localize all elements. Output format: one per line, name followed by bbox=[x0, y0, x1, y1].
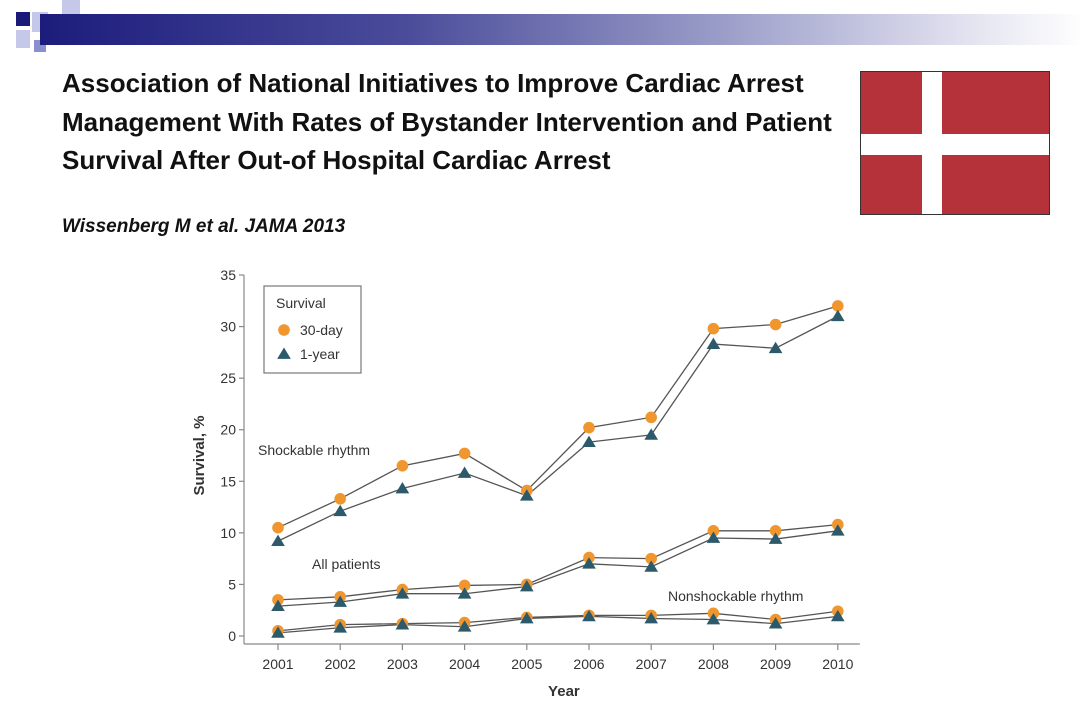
chart-axes: 0 5 10 15 20 25 30 35 2001 2002 2003 2004 2005 2006 20… bbox=[191, 267, 860, 700]
chart-labels: Shockable rhythm All patients Nonshockable… bbox=[258, 442, 803, 604]
point-1-year bbox=[582, 609, 596, 622]
point-1-year bbox=[395, 618, 410, 630]
series-line-1-0 bbox=[277, 523, 838, 601]
flag-graphic bbox=[861, 72, 1049, 214]
decor-square-lilac bbox=[16, 30, 30, 48]
point-30-day bbox=[707, 322, 720, 335]
point-1-year bbox=[830, 524, 845, 536]
x-tick-label: 2002 bbox=[325, 656, 356, 672]
slide-title: Association of National Initiatives to I… bbox=[62, 68, 832, 175]
x-tick-label: 2006 bbox=[573, 656, 604, 672]
legend-marker-circle bbox=[278, 324, 290, 336]
point-30-day bbox=[396, 460, 409, 472]
y-tick-label: 15 bbox=[220, 473, 236, 489]
point-30-day bbox=[458, 447, 471, 460]
point-1-year bbox=[519, 579, 534, 592]
slide-citation: Wissenberg M et al. JAMA 2013 bbox=[62, 216, 346, 237]
point-1-year bbox=[271, 534, 285, 546]
point-1-year bbox=[582, 557, 596, 569]
legend-label: 30-day bbox=[300, 322, 343, 338]
series-line-1-1 bbox=[277, 530, 838, 607]
point-1-year bbox=[768, 341, 783, 354]
point-1-year bbox=[457, 466, 472, 478]
point-1-year bbox=[271, 599, 285, 611]
x-tick-label: 2003 bbox=[387, 656, 418, 672]
y-tick-label: 20 bbox=[220, 422, 236, 438]
header-gradient-bar bbox=[40, 14, 1080, 45]
point-1-year bbox=[706, 612, 721, 625]
point-1-year bbox=[706, 531, 721, 543]
point-30-day bbox=[272, 521, 284, 534]
group-label: Nonshockable rhythm bbox=[668, 588, 803, 604]
x-tick-label: 2007 bbox=[636, 656, 667, 672]
point-1-year bbox=[768, 532, 783, 544]
point-30-day bbox=[769, 318, 782, 331]
point-30-day bbox=[583, 421, 595, 434]
point-30-day bbox=[645, 411, 657, 424]
decor-square-lilac bbox=[62, 0, 80, 14]
point-1-year bbox=[395, 482, 410, 494]
point-30-day bbox=[458, 579, 471, 592]
legend-label: 1-year bbox=[300, 346, 340, 362]
point-1-year bbox=[768, 617, 783, 629]
survival-line-chart: 0 5 10 15 20 25 30 35 2001 2002 2003 2004 2005 2006 20… bbox=[191, 267, 860, 700]
y-tick-label: 25 bbox=[220, 370, 236, 386]
point-30-day bbox=[832, 300, 844, 312]
point-1-year bbox=[333, 595, 348, 607]
y-tick-label: 5 bbox=[228, 576, 236, 592]
y-tick-label: 10 bbox=[220, 525, 236, 541]
legend-marker-triangle bbox=[277, 347, 291, 359]
point-1-year bbox=[830, 609, 845, 622]
y-tick-label: 30 bbox=[220, 319, 236, 335]
point-30-day bbox=[645, 552, 657, 565]
y-axis-title: Survival, % bbox=[191, 415, 208, 495]
legend-title: Survival bbox=[276, 295, 326, 311]
point-1-year bbox=[644, 560, 659, 572]
point-1-year bbox=[644, 428, 659, 440]
point-1-year bbox=[519, 489, 534, 501]
point-1-year bbox=[457, 620, 472, 632]
x-tick-label: 2004 bbox=[449, 656, 480, 672]
x-axis-title: Year bbox=[548, 683, 580, 700]
series-line-0-0 bbox=[277, 305, 838, 529]
series-line-2-1 bbox=[277, 615, 838, 634]
point-1-year bbox=[830, 309, 845, 322]
group-label: Shockable rhythm bbox=[258, 442, 370, 458]
chart-legend: Survival 30-day 1-year bbox=[263, 285, 362, 374]
decor-square-navy bbox=[16, 12, 30, 26]
point-1-year bbox=[457, 587, 472, 599]
y-tick-label: 0 bbox=[228, 628, 236, 644]
point-1-year bbox=[333, 504, 348, 517]
chart-series bbox=[271, 300, 845, 638]
point-1-year bbox=[519, 611, 534, 624]
point-1-year bbox=[395, 587, 410, 599]
point-1-year bbox=[706, 337, 721, 349]
y-tick-label: 35 bbox=[220, 267, 236, 283]
series-line-0-1 bbox=[277, 315, 839, 542]
x-tick-label: 2010 bbox=[822, 656, 853, 672]
x-tick-label: 2001 bbox=[262, 656, 293, 672]
point-1-year bbox=[644, 611, 659, 624]
series-line-2-0 bbox=[277, 610, 838, 632]
x-tick-label: 2005 bbox=[511, 656, 542, 672]
point-1-year bbox=[333, 621, 348, 633]
group-label: All patients bbox=[312, 556, 380, 572]
point-30-day bbox=[334, 493, 346, 505]
denmark-flag-icon bbox=[860, 71, 1050, 215]
point-30-day bbox=[769, 524, 782, 537]
point-1-year bbox=[582, 435, 596, 447]
point-1-year bbox=[271, 626, 285, 638]
x-tick-label: 2009 bbox=[760, 656, 791, 672]
point-30-day bbox=[707, 524, 720, 537]
x-tick-label: 2008 bbox=[698, 656, 729, 672]
